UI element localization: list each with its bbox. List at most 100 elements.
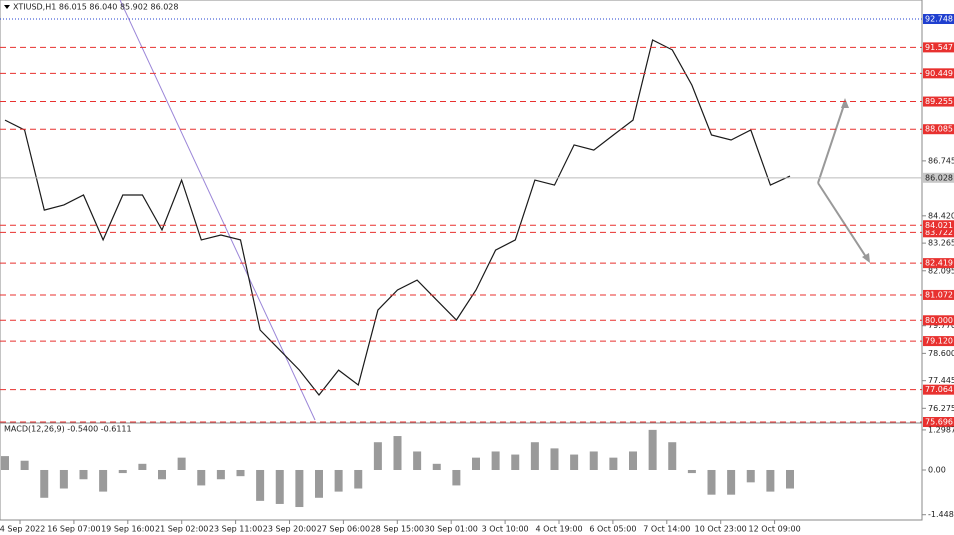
level-label: 82.419 [925, 259, 953, 268]
level-label: 77.064 [925, 385, 953, 394]
macd-title: MACD(12,26,9) -0.5400 -0.6111 [4, 425, 132, 434]
macd-bar [413, 451, 422, 470]
arrow-head [862, 253, 870, 263]
x-tick-label: 21 Sep 02:00 [155, 525, 208, 534]
macd-bar [550, 448, 559, 470]
y-tick-label: 0.00 [928, 465, 946, 474]
level-label-box [923, 96, 954, 107]
plot-frame [0, 0, 923, 521]
level-label: 83.722 [925, 228, 953, 237]
high-label: 92.748 [925, 15, 953, 24]
macd-bar [40, 469, 49, 498]
x-tick-label: 19 Sep 16:00 [101, 525, 154, 534]
chart-title: XTIUSD,H1 86.015 86.040 85.902 86.028 [13, 3, 178, 12]
macd-bar [59, 469, 68, 489]
y-tick-label: 78.600 [928, 349, 954, 358]
macd-bar [118, 469, 127, 474]
macd-bar [99, 469, 108, 492]
macd-bar [727, 469, 736, 495]
macd-bar [589, 451, 598, 470]
y-tick-label: 1.2987 [928, 425, 954, 434]
y-tick-label: 79.770 [928, 321, 954, 330]
level-label-box [923, 220, 954, 231]
macd-bar [373, 442, 382, 470]
macd-bar [79, 469, 88, 480]
arrow-head [841, 98, 849, 108]
x-tick-label: 4 Oct 19:00 [535, 525, 582, 534]
y-tick-label: 82.095 [928, 266, 954, 275]
price-line [4, 39, 791, 396]
macd-bar [786, 469, 794, 489]
level-label: 81.072 [925, 290, 953, 299]
level-label-box [923, 384, 954, 395]
menu-triangle [4, 5, 10, 9]
level-label-box [923, 315, 954, 326]
macd-bar [256, 469, 265, 501]
y-tick-label: 83.265 [928, 239, 954, 248]
y-tick-label: 76.275 [928, 404, 954, 413]
x-tick-label: 10 Oct 23:00 [695, 525, 747, 534]
macd-bar [1, 456, 9, 470]
macd-bar [491, 451, 500, 470]
y-tick-label: 84.420 [928, 211, 954, 220]
level-label: 88.085 [925, 125, 953, 134]
macd-bar [275, 469, 284, 504]
level-label-box [923, 289, 954, 300]
level-label-box [923, 258, 954, 269]
level-label-box [923, 227, 954, 238]
macd-bar [158, 469, 166, 480]
level-label: 75.696 [925, 418, 953, 427]
trend-line [119, 0, 316, 421]
level-label: 90.449 [925, 69, 953, 78]
level-label: 91.547 [925, 43, 953, 52]
x-tick-label: 7 Oct 14:00 [643, 525, 690, 534]
macd-bar [177, 457, 186, 470]
level-label: 79.120 [925, 337, 953, 346]
macd-bar [707, 469, 716, 495]
macd-bar [432, 463, 441, 470]
level-label-box [923, 417, 954, 427]
last-price-box [923, 172, 954, 183]
macd-bar [570, 454, 579, 470]
high-label-box [923, 14, 954, 25]
macd-bar [609, 457, 618, 470]
x-tick-label: 6 Oct 05:00 [589, 525, 636, 534]
arrow-down [817, 182, 869, 261]
x-tick-label: 12 Oct 09:00 [749, 525, 801, 534]
macd-bar [138, 463, 147, 470]
macd-bar [668, 442, 677, 470]
macd-bar [334, 469, 343, 492]
x-tick-label: 14 Sep 2022 [0, 525, 45, 534]
y-tick-label: -1.4488 [928, 510, 954, 519]
x-tick-label: 3 Oct 10:00 [482, 525, 529, 534]
level-label: 80.000 [925, 316, 953, 325]
macd-bar [687, 469, 696, 474]
y-tick-label: 86.745 [928, 156, 954, 165]
macd-bar [530, 442, 539, 470]
level-label-box [923, 124, 954, 135]
macd-bar [648, 429, 657, 470]
macd-bar [197, 469, 206, 486]
macd-bar [472, 457, 480, 470]
macd-bar [511, 454, 520, 470]
level-label: 84.021 [925, 221, 953, 230]
macd-bar [20, 460, 29, 470]
macd-bar [393, 436, 402, 470]
macd-bar [746, 469, 755, 483]
x-tick-label: 16 Sep 07:00 [47, 525, 100, 534]
macd-bar [315, 469, 323, 498]
macd-bar [452, 469, 461, 486]
macd-bar [295, 469, 304, 508]
x-tick-label: 27 Sep 06:00 [317, 525, 370, 534]
level-label-box [923, 42, 954, 53]
macd-bar [354, 469, 363, 489]
macd-bar [216, 469, 225, 480]
x-tick-label: 30 Sep 01:00 [424, 525, 477, 534]
x-tick-label: 23 Sep 11:00 [209, 525, 262, 534]
last-price-label: 86.028 [925, 173, 953, 182]
x-tick-label: 23 Sep 20:00 [263, 525, 316, 534]
macd-bar [236, 469, 245, 477]
x-tick-label: 28 Sep 15:00 [371, 525, 424, 534]
arrow-up [817, 101, 846, 184]
